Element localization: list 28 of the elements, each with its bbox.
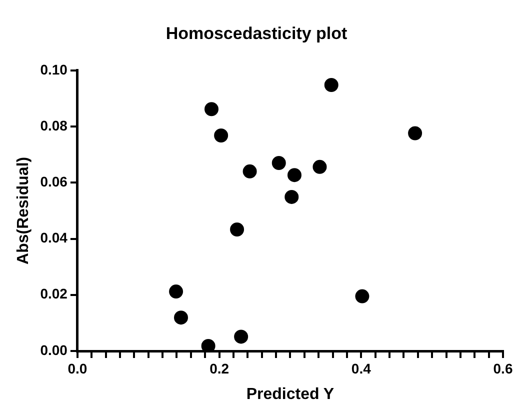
point	[214, 128, 228, 142]
point	[174, 310, 188, 325]
x-tick-label: 0.0	[68, 360, 88, 376]
point	[204, 102, 218, 116]
point	[169, 284, 184, 299]
point	[201, 338, 216, 351]
y-tick-label: 0.06	[40, 174, 68, 190]
point	[408, 126, 422, 140]
x-tick-label: 0.2	[210, 360, 230, 376]
y-tick-label: 0.00	[40, 342, 68, 358]
y-tick-label: 0.04	[40, 230, 68, 246]
point	[355, 289, 370, 304]
y-axis-title: Abs(Residual)	[15, 156, 32, 264]
point	[287, 168, 302, 182]
x-axis-title: Predicted Y	[246, 386, 334, 403]
point	[284, 190, 299, 204]
x-tick-label: 0.4	[351, 360, 372, 376]
point	[242, 164, 257, 178]
y-tick-label: 0.02	[40, 286, 68, 302]
point	[324, 78, 338, 92]
y-tick-label: 0.08	[40, 117, 68, 134]
point	[230, 222, 244, 236]
point	[272, 156, 286, 170]
chart-title: Homoscedasticity plot	[166, 24, 348, 43]
y-tick-label: 0.10	[40, 61, 68, 78]
point	[312, 160, 327, 174]
x-tick-label: 0.6	[493, 360, 513, 376]
point	[234, 330, 248, 344]
